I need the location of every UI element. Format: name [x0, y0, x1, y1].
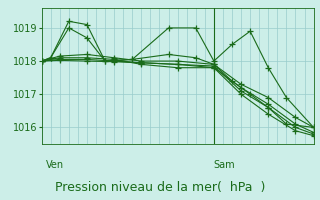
- Text: Pression niveau de la mer(  hPa  ): Pression niveau de la mer( hPa ): [55, 181, 265, 194]
- Text: Ven: Ven: [46, 160, 64, 170]
- Text: Sam: Sam: [214, 160, 236, 170]
